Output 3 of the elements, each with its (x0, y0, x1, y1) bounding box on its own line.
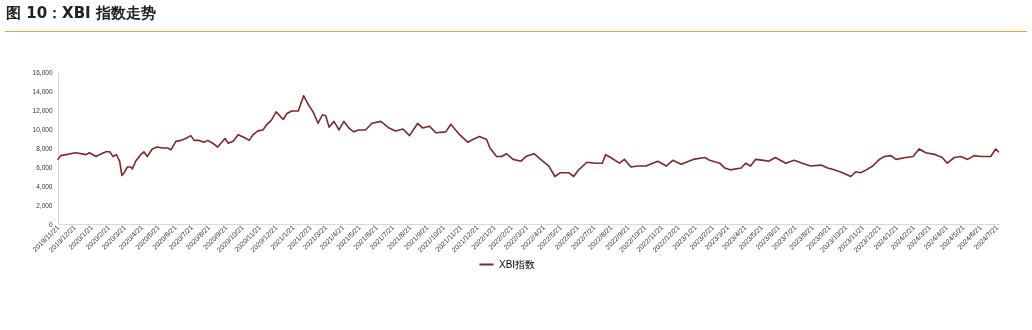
line-series (57, 94, 1000, 178)
legend-label: XBI指数 (499, 258, 536, 270)
chart-title: 图 10：XBI 指数走势 (6, 4, 156, 23)
